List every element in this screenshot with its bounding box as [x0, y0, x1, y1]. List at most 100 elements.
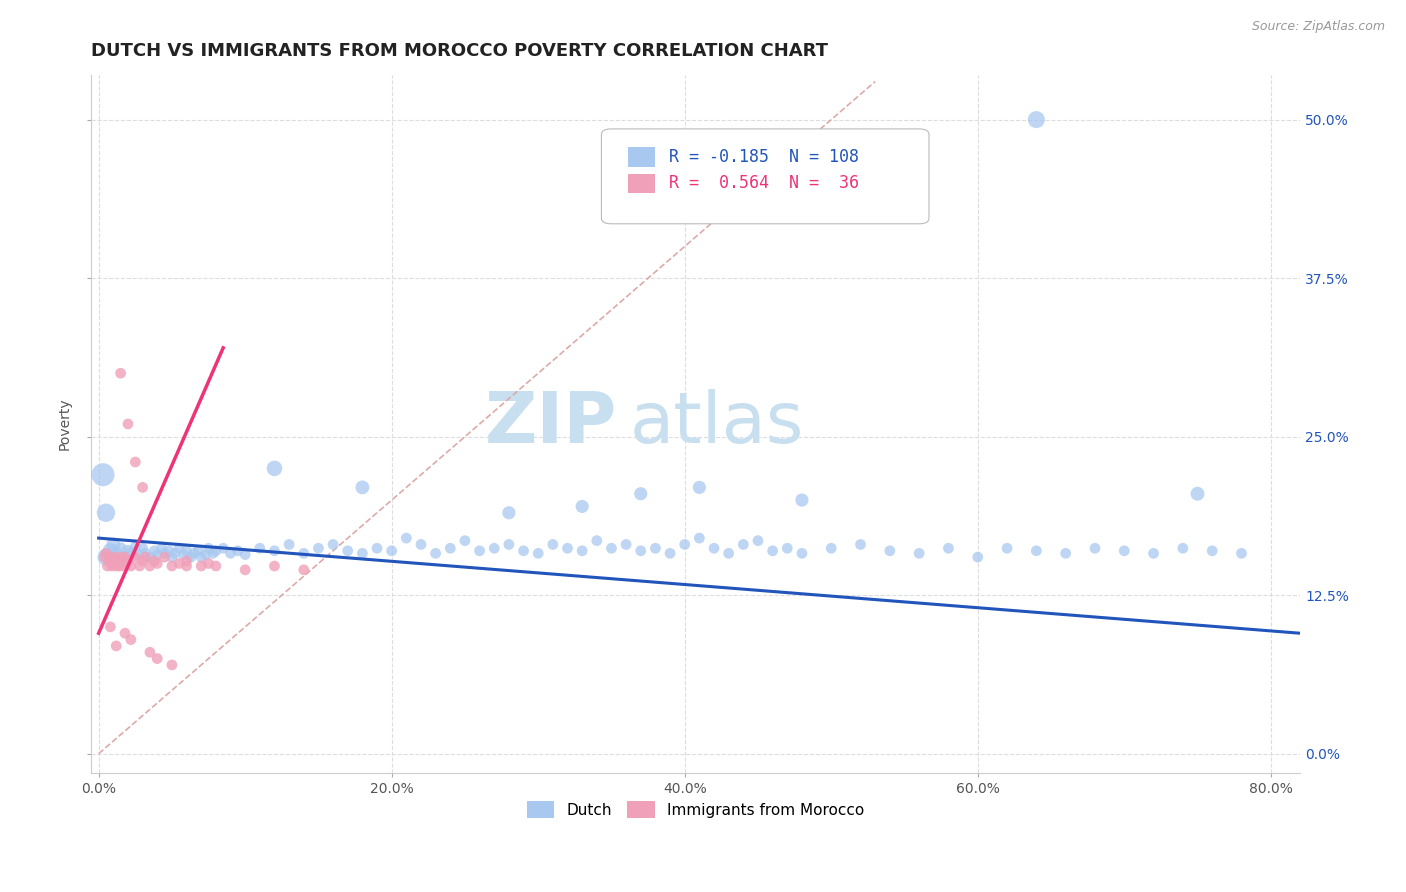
Point — [425, 546, 447, 560]
Point — [105, 546, 128, 560]
Point — [176, 554, 198, 568]
Point — [197, 557, 219, 571]
Point — [104, 550, 127, 565]
Point — [205, 543, 228, 558]
Point — [117, 543, 139, 558]
Point — [226, 543, 249, 558]
Point — [468, 543, 491, 558]
FancyBboxPatch shape — [628, 147, 655, 167]
Point — [776, 541, 799, 556]
Point — [233, 548, 256, 562]
Point — [117, 554, 139, 568]
Point — [233, 563, 256, 577]
Point — [167, 541, 190, 556]
Point — [115, 557, 138, 571]
Point — [747, 533, 769, 548]
Y-axis label: Poverty: Poverty — [58, 398, 72, 450]
FancyBboxPatch shape — [602, 129, 929, 224]
Point — [108, 559, 131, 574]
Point — [124, 540, 146, 554]
Point — [205, 559, 228, 574]
Point — [249, 541, 271, 556]
Point — [512, 543, 534, 558]
Point — [717, 546, 740, 560]
Point — [131, 541, 153, 556]
Point — [160, 657, 183, 672]
Point — [995, 541, 1018, 556]
Point — [688, 480, 710, 494]
Text: Source: ZipAtlas.com: Source: ZipAtlas.com — [1251, 20, 1385, 33]
Point — [938, 541, 960, 556]
Point — [146, 548, 169, 562]
Point — [96, 559, 118, 574]
Point — [94, 550, 117, 565]
Point — [644, 541, 666, 556]
Point — [1171, 541, 1194, 556]
Point — [571, 543, 593, 558]
Point — [103, 537, 125, 551]
Point — [120, 559, 142, 574]
Text: R =  0.564  N =  36: R = 0.564 N = 36 — [669, 174, 859, 193]
Point — [307, 541, 329, 556]
Point — [762, 543, 785, 558]
Point — [160, 559, 183, 574]
Legend: Dutch, Immigrants from Morocco: Dutch, Immigrants from Morocco — [520, 795, 870, 824]
Point — [135, 546, 157, 560]
Point — [91, 467, 114, 482]
Point — [571, 500, 593, 514]
Point — [733, 537, 755, 551]
Point — [190, 550, 212, 565]
Point — [190, 559, 212, 574]
Point — [614, 537, 637, 551]
Point — [114, 550, 136, 565]
Point — [498, 506, 520, 520]
Point — [1114, 543, 1136, 558]
Point — [352, 480, 374, 494]
Point — [146, 557, 169, 571]
Point — [1054, 546, 1077, 560]
Point — [194, 548, 217, 562]
Point — [263, 559, 285, 574]
Point — [197, 541, 219, 556]
Point — [103, 557, 125, 571]
Point — [139, 559, 162, 574]
Point — [219, 546, 242, 560]
Point — [790, 546, 813, 560]
Point — [600, 541, 623, 556]
Point — [163, 546, 186, 560]
Point — [1084, 541, 1107, 556]
Point — [263, 543, 285, 558]
Point — [114, 550, 136, 565]
Point — [98, 550, 121, 565]
Point — [110, 541, 132, 556]
Point — [173, 548, 195, 562]
Point — [127, 548, 149, 562]
Point — [153, 550, 176, 565]
Point — [183, 546, 205, 560]
Point — [585, 533, 607, 548]
Point — [180, 550, 202, 565]
Point — [292, 563, 315, 577]
Point — [212, 541, 235, 556]
Point — [117, 417, 139, 431]
Point — [352, 546, 374, 560]
Point — [790, 493, 813, 508]
Point — [557, 541, 579, 556]
Point — [381, 543, 404, 558]
Point — [630, 487, 652, 501]
Point — [498, 537, 520, 551]
Point — [278, 537, 301, 551]
Point — [112, 559, 135, 574]
FancyBboxPatch shape — [628, 174, 655, 193]
Point — [527, 546, 550, 560]
Point — [454, 533, 477, 548]
Point — [98, 543, 121, 558]
Point — [111, 554, 134, 568]
Point — [659, 546, 682, 560]
Point — [150, 541, 173, 556]
Point — [541, 537, 564, 551]
Point — [176, 559, 198, 574]
Point — [128, 559, 150, 574]
Point — [110, 550, 132, 565]
Point — [143, 543, 166, 558]
